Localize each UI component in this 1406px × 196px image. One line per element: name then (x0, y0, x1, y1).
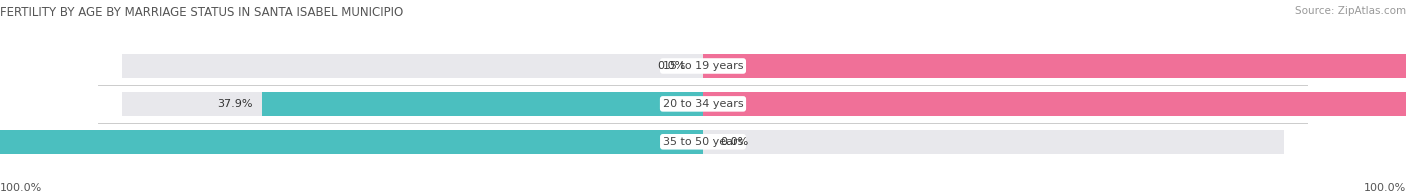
Bar (0, 130, 703, 153)
Text: 37.9%: 37.9% (218, 99, 253, 109)
Text: Source: ZipAtlas.com: Source: ZipAtlas.com (1295, 6, 1406, 16)
Text: 100.0%: 100.0% (0, 183, 42, 193)
Legend: Married, Unmarried: Married, Unmarried (624, 192, 782, 196)
Bar (703, 54, 1406, 78)
Text: 15 to 19 years: 15 to 19 years (662, 61, 744, 71)
Bar (122, 92, 1284, 116)
Text: 100.0%: 100.0% (1364, 183, 1406, 193)
Text: FERTILITY BY AGE BY MARRIAGE STATUS IN SANTA ISABEL MUNICIPIO: FERTILITY BY AGE BY MARRIAGE STATUS IN S… (0, 6, 404, 19)
Bar (263, 92, 703, 116)
Text: 35 to 50 years: 35 to 50 years (662, 137, 744, 147)
Text: 20 to 34 years: 20 to 34 years (662, 99, 744, 109)
Bar (122, 54, 1284, 78)
Text: 0.0%: 0.0% (658, 61, 686, 71)
Text: 0.0%: 0.0% (720, 137, 748, 147)
Bar (703, 92, 1406, 116)
Bar (122, 130, 1284, 153)
